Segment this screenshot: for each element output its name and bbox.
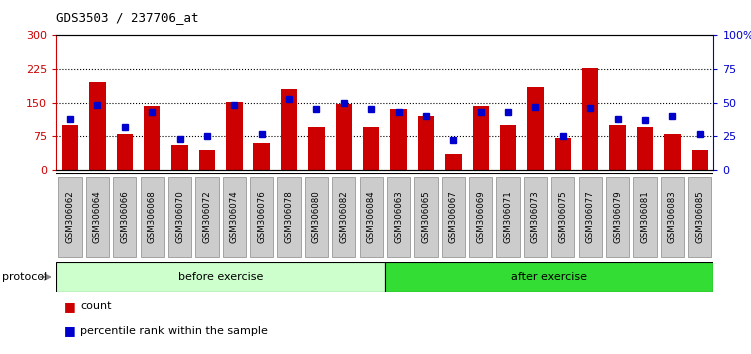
Bar	[582, 68, 599, 170]
Text: GSM306077: GSM306077	[586, 190, 595, 243]
Bar	[664, 134, 680, 170]
Bar	[609, 125, 626, 170]
Text: GSM306085: GSM306085	[695, 190, 704, 243]
FancyBboxPatch shape	[442, 177, 465, 257]
Text: GSM306080: GSM306080	[312, 190, 321, 243]
Text: GDS3503 / 237706_at: GDS3503 / 237706_at	[56, 11, 199, 24]
Text: after exercise: after exercise	[511, 272, 587, 282]
Text: GSM306063: GSM306063	[394, 190, 403, 243]
Text: GSM306083: GSM306083	[668, 190, 677, 243]
FancyBboxPatch shape	[360, 177, 383, 257]
Text: GSM306062: GSM306062	[65, 190, 74, 243]
Text: GSM306078: GSM306078	[285, 190, 294, 243]
Bar	[171, 145, 188, 170]
Bar	[253, 143, 270, 170]
FancyBboxPatch shape	[606, 177, 629, 257]
FancyBboxPatch shape	[222, 177, 246, 257]
Bar	[363, 127, 379, 170]
FancyBboxPatch shape	[578, 177, 602, 257]
Text: GSM306082: GSM306082	[339, 190, 348, 243]
Bar	[226, 102, 243, 170]
Text: GSM306068: GSM306068	[148, 190, 157, 243]
FancyBboxPatch shape	[551, 177, 575, 257]
Bar	[336, 104, 352, 170]
Text: GSM306070: GSM306070	[175, 190, 184, 243]
Text: GSM306072: GSM306072	[203, 190, 212, 243]
Bar	[62, 125, 78, 170]
FancyBboxPatch shape	[195, 177, 219, 257]
Text: GSM306079: GSM306079	[613, 190, 622, 243]
FancyBboxPatch shape	[140, 177, 164, 257]
Bar	[199, 150, 215, 170]
Bar	[89, 82, 106, 170]
Text: count: count	[80, 301, 112, 311]
FancyBboxPatch shape	[250, 177, 273, 257]
FancyBboxPatch shape	[661, 177, 684, 257]
Bar	[692, 150, 708, 170]
Text: GSM306071: GSM306071	[504, 190, 513, 243]
FancyBboxPatch shape	[496, 177, 520, 257]
Bar	[116, 134, 133, 170]
Text: percentile rank within the sample: percentile rank within the sample	[80, 326, 268, 336]
FancyBboxPatch shape	[633, 177, 656, 257]
Bar	[472, 106, 489, 170]
FancyBboxPatch shape	[168, 177, 192, 257]
Text: GSM306075: GSM306075	[558, 190, 567, 243]
FancyBboxPatch shape	[305, 177, 328, 257]
FancyBboxPatch shape	[469, 177, 493, 257]
Text: GSM306073: GSM306073	[531, 190, 540, 243]
Text: ■: ■	[64, 325, 76, 337]
Bar	[445, 154, 462, 170]
Bar	[418, 116, 434, 170]
FancyBboxPatch shape	[59, 177, 82, 257]
Text: GSM306064: GSM306064	[93, 190, 102, 243]
FancyBboxPatch shape	[277, 177, 300, 257]
FancyBboxPatch shape	[113, 177, 137, 257]
Text: protocol: protocol	[2, 272, 47, 282]
Text: GSM306074: GSM306074	[230, 190, 239, 243]
Text: GSM306069: GSM306069	[476, 190, 485, 243]
Bar	[527, 87, 544, 170]
Text: GSM306076: GSM306076	[257, 190, 266, 243]
FancyBboxPatch shape	[332, 177, 355, 257]
Text: before exercise: before exercise	[178, 272, 264, 282]
FancyBboxPatch shape	[415, 177, 438, 257]
Bar	[637, 127, 653, 170]
Bar	[144, 106, 161, 170]
Text: GSM306067: GSM306067	[449, 190, 458, 243]
Bar	[391, 109, 407, 170]
Bar	[56, 262, 385, 292]
FancyBboxPatch shape	[86, 177, 109, 257]
Text: GSM306081: GSM306081	[641, 190, 650, 243]
Text: ■: ■	[64, 300, 76, 313]
Text: GSM306065: GSM306065	[421, 190, 430, 243]
FancyBboxPatch shape	[387, 177, 410, 257]
Bar	[555, 138, 571, 170]
Text: GSM306066: GSM306066	[120, 190, 129, 243]
Bar	[308, 127, 324, 170]
FancyBboxPatch shape	[524, 177, 547, 257]
Bar	[281, 89, 297, 170]
FancyBboxPatch shape	[688, 177, 711, 257]
Text: GSM306084: GSM306084	[366, 190, 376, 243]
Bar	[500, 125, 517, 170]
Bar	[385, 262, 713, 292]
